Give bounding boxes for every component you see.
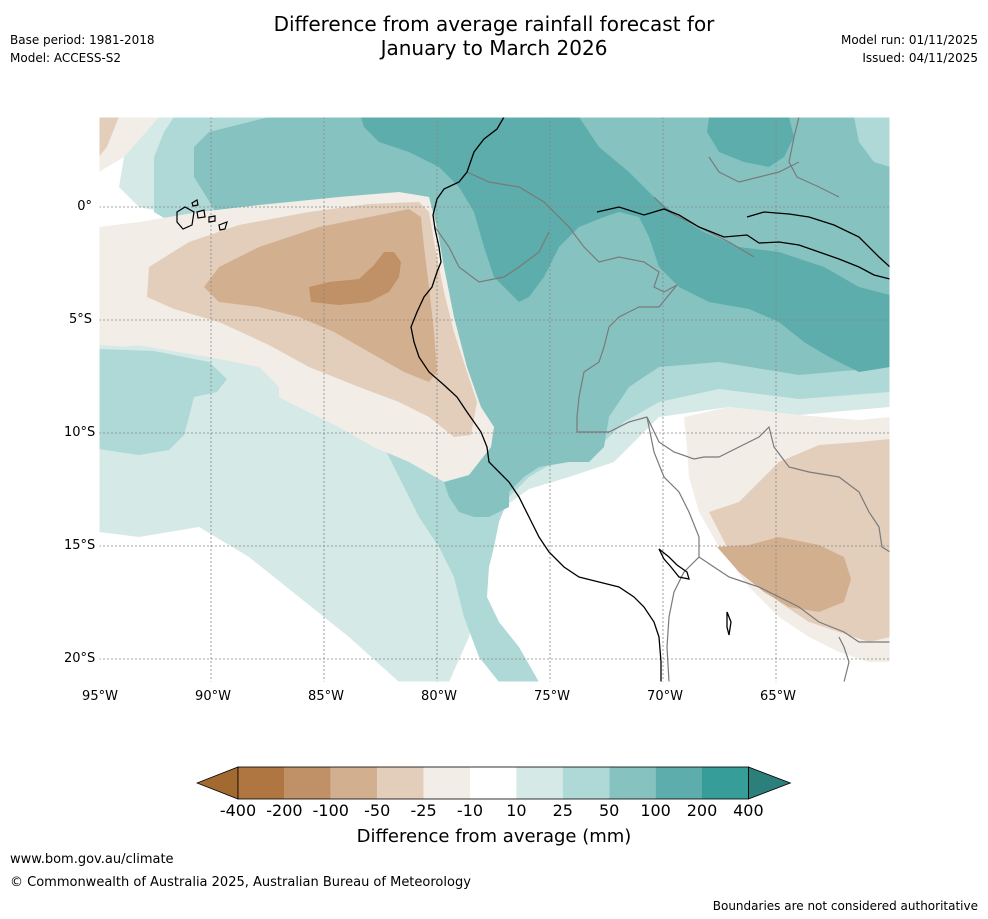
colorbar-tick-label: 400	[733, 801, 764, 820]
model-run: Model run: 01/11/2025	[840, 33, 978, 47]
colorbar-box	[423, 767, 470, 799]
lon-label-80w: 80°W	[421, 689, 457, 704]
footer-disclaimer: Boundaries are not considered authoritat…	[712, 899, 978, 913]
lat-label-15s: 15°S	[64, 538, 96, 553]
colorbar-box	[470, 767, 517, 799]
colorbar	[196, 766, 792, 800]
colorbar-tick-label: -100	[312, 801, 349, 820]
colorbar-box	[377, 767, 424, 799]
lon-label-90w: 90°W	[195, 689, 231, 704]
colorbar-tick-label: -200	[266, 801, 303, 820]
title-line-2: January to March 2026	[380, 36, 608, 60]
lon-label-85w: 85°W	[308, 689, 344, 704]
footer-url: www.bom.gov.au/climate	[10, 852, 174, 867]
lat-label-0: 0°	[77, 199, 92, 214]
colorbar-tick-label: 200	[686, 801, 718, 820]
colorbar-tick-label: -50	[364, 801, 391, 820]
lon-label-95w: 95°W	[82, 689, 118, 704]
colorbar-box	[516, 767, 563, 799]
lat-label-5s: 5°S	[68, 312, 92, 327]
contour-west-wet-25	[99, 349, 227, 455]
colorbar-tick-label: 100	[640, 801, 671, 820]
base-period: Base period: 1981-2018	[10, 33, 155, 47]
colorbar-box	[609, 767, 656, 799]
contour-nw-light	[99, 117, 159, 172]
model-name: Model: ACCESS-S2	[10, 51, 122, 65]
colorbar-outline	[237, 766, 749, 800]
rainfall-map	[99, 117, 890, 682]
galapagos-islands	[176, 199, 228, 231]
meta-right: Model run: 01/11/2025 Issued: 04/11/2025	[841, 31, 978, 67]
issued-date: Issued: 04/11/2025	[862, 51, 978, 65]
contour-west-dry-100	[309, 252, 401, 305]
title-line-1: Difference from average rainfall forecas…	[273, 12, 715, 36]
lat-label-20s: 20°S	[64, 651, 96, 666]
contour-north-100-b	[707, 117, 794, 167]
contour-se-dry-50	[717, 537, 851, 612]
contour-nw-brown	[99, 117, 119, 157]
colorbar-title: Difference from average (mm)	[356, 826, 632, 847]
lon-label-75w: 75°W	[534, 689, 570, 704]
footer-copyright: © Commonwealth of Australia 2025, Austra…	[10, 875, 471, 890]
contour-north-100	[361, 117, 890, 372]
country-borders	[434, 117, 890, 682]
colorbar-tick-label: 10	[506, 801, 527, 820]
colorbar-box	[655, 767, 702, 799]
colorbar-tick-label: 50	[599, 801, 620, 820]
colorbar-box	[562, 767, 610, 799]
colorbar-extend-high	[748, 766, 792, 800]
colorbar-box	[702, 767, 749, 799]
colorbar-tick-label: -10	[456, 801, 484, 820]
contour-ne-light	[854, 117, 890, 167]
lon-label-65w: 65°W	[760, 689, 796, 704]
colorbar-tick-label: -25	[410, 801, 437, 820]
meta-left: Base period: 1981-2018 Model: ACCESS-S2	[10, 31, 155, 67]
colorbar-tick-label: -400	[219, 801, 257, 820]
colorbar-box	[238, 767, 285, 799]
lat-label-10s: 10°S	[64, 425, 96, 440]
colorbar-extend-low	[196, 766, 239, 800]
colorbar-tick-label: 25	[552, 801, 573, 820]
colorbar-box	[330, 767, 378, 799]
lon-label-70w: 70°W	[647, 689, 683, 704]
map-title: Difference from average rainfall forecas…	[0, 12, 988, 60]
colorbar-box	[284, 767, 331, 799]
coastline	[410, 117, 890, 682]
